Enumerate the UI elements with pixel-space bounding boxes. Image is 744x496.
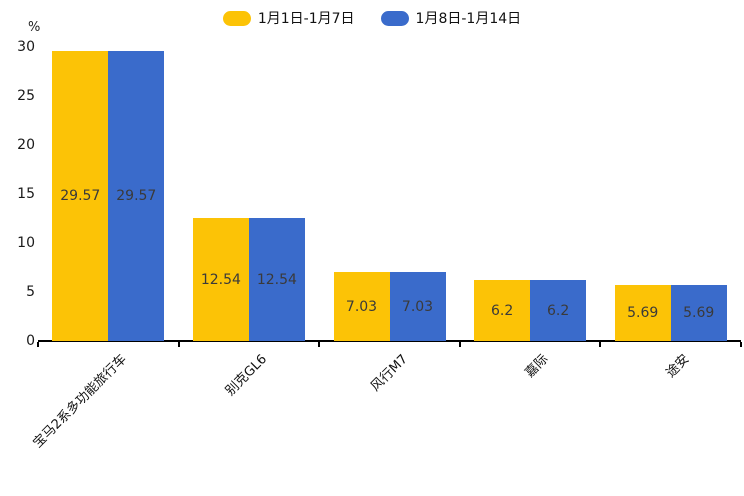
legend-label: 1月1日-1月7日 [257,11,355,27]
bar-segment [474,280,531,341]
legend: 1月1日-1月7日 1月8日-1月14日 [0,7,744,29]
x-tick-mark [458,342,461,347]
y-tick-label: 15 [17,186,35,202]
bar-segment [108,51,165,341]
bar-segment [530,280,587,341]
bar-value-label: 29.57 [60,188,101,205]
bar-value-label: 6.2 [546,302,570,319]
bar-segment [614,285,671,341]
bar-segment [192,218,249,341]
x-category-label: 宝马2系多功能旅行车 [30,351,130,452]
x-category-label: 别克GL6 [223,351,271,399]
y-tick-label: 25 [17,88,35,104]
bar-segment [248,218,305,341]
x-axis-line [38,340,741,342]
legend-swatch-icon [380,10,409,26]
x-tick-mark [177,342,180,347]
x-tick-mark [318,342,321,347]
y-tick-label: 0 [26,333,35,349]
bar-value-label: 5.69 [627,305,659,322]
x-tick-mark [599,342,602,347]
y-tick-label: 20 [17,137,35,153]
bar-value-label: 7.03 [345,298,378,315]
bar-segment [670,285,727,341]
legend-item-series-2[interactable]: 1月8日-1月14日 [380,8,522,28]
legend-swatch-icon [222,10,251,26]
bar-value-label: 12.54 [200,271,241,288]
bar-value-label: 7.03 [401,298,434,315]
x-category-label: 风行M7 [368,351,411,395]
legend-item-series-1[interactable]: 1月1日-1月7日 [222,8,355,28]
bar-value-label: 29.57 [116,188,157,205]
bar-segment [333,272,390,341]
bar-segment [52,51,109,341]
x-category-label: 嘉际 [522,351,552,381]
y-tick-label: 10 [17,235,35,251]
x-tick-mark [740,342,742,347]
x-category-label: 途安 [663,351,693,381]
y-tick-label: 5 [26,284,35,300]
bar-value-label: 5.69 [683,305,715,322]
bar-segment [389,272,446,341]
y-axis-unit-label: % [28,20,41,35]
bar-value-label: 12.54 [256,271,297,288]
x-tick-mark [37,342,39,347]
legend-label: 1月8日-1月14日 [415,11,522,27]
bar-value-label: 6.2 [490,302,514,319]
y-tick-label: 30 [17,39,35,55]
